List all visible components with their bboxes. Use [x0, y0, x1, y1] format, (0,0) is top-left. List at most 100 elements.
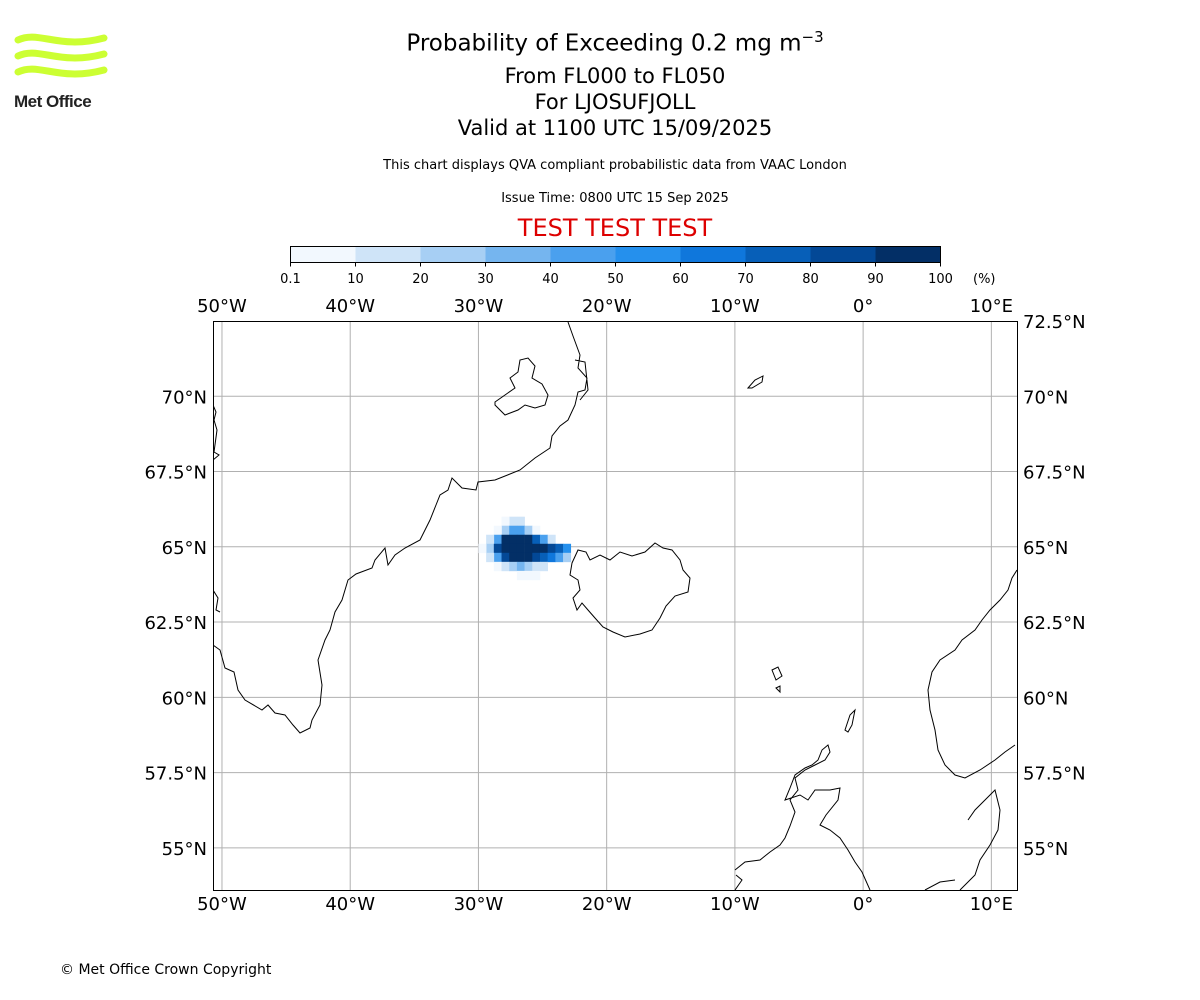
probability-cell — [547, 552, 556, 563]
met-office-logo-text: Met Office — [14, 92, 92, 111]
probability-cell — [524, 561, 533, 572]
latitude-label: 55°N — [162, 839, 207, 860]
valid-time-line: Valid at 1100 UTC 15/09/2025 — [457, 116, 773, 140]
probability-cell — [509, 561, 518, 572]
colorbar-tick-label: 30 — [477, 272, 494, 287]
latitude-label: 65°N — [1023, 538, 1068, 559]
probability-cell — [486, 543, 495, 554]
probability-cell — [493, 534, 502, 545]
latitude-label: 62.5°N — [1023, 613, 1086, 634]
probability-cell — [539, 561, 548, 572]
issue-time: Issue Time: 0800 UTC 15 Sep 2025 — [501, 191, 729, 206]
latitude-label: 62.5°N — [144, 613, 207, 634]
colorbar-tick-label: 20 — [412, 272, 429, 287]
coastline-iceland — [569, 542, 691, 638]
colorbar-cells — [290, 246, 941, 263]
colorbar-tick-label: 50 — [607, 272, 624, 287]
longitude-label: 30°W — [454, 894, 504, 915]
longitude-label: 50°W — [197, 296, 247, 317]
probability-cell — [509, 534, 518, 545]
coastline-scotland — [734, 744, 871, 890]
probability-cell — [516, 534, 525, 545]
latitude-label: 57.5°N — [1023, 764, 1086, 785]
met-office-logo-icon — [14, 33, 108, 78]
flight-level-line: From FL000 to FL050 — [504, 64, 726, 88]
probability-cell — [532, 534, 541, 545]
longitude-label: 10°E — [970, 296, 1013, 317]
colorbar-cell — [615, 246, 681, 263]
colorbar-tick-label: 60 — [672, 272, 689, 287]
latitude-label: 60°N — [1023, 688, 1068, 709]
latitude-label: 70°N — [162, 387, 207, 408]
probability-cell — [501, 561, 510, 572]
longitude-label: 30°W — [454, 296, 504, 317]
probability-cells — [478, 516, 572, 581]
colorbar-cell — [290, 246, 356, 263]
longitude-label: 0° — [853, 894, 873, 915]
map-frame — [213, 321, 1018, 891]
probability-cell — [516, 543, 525, 554]
colorbar-tick-label: 100 — [928, 272, 953, 287]
longitude-label: 10°W — [710, 894, 760, 915]
probability-cell — [547, 543, 556, 554]
probability-cell — [524, 570, 533, 581]
coastline-faroes — [771, 666, 783, 694]
probability-cell — [563, 552, 572, 563]
latitude-label: 67.5°N — [144, 463, 207, 484]
probability-cell — [493, 525, 502, 536]
probability-cell — [516, 561, 525, 572]
longitude-label: 40°W — [325, 894, 375, 915]
latitude-label: 67.5°N — [1023, 463, 1086, 484]
probability-cell — [539, 543, 548, 554]
probability-cell — [501, 516, 510, 527]
probability-cell — [532, 570, 541, 581]
longitude-label: 20°W — [582, 296, 632, 317]
longitude-label: 50°W — [197, 894, 247, 915]
coastline-greenland — [213, 321, 589, 734]
probability-cell — [516, 516, 525, 527]
latitude-label: 60°N — [162, 688, 207, 709]
qva-note: This chart displays QVA compliant probab… — [383, 158, 847, 173]
longitude-label: 0° — [853, 296, 873, 317]
probability-cell — [547, 534, 556, 545]
colorbar-cell — [420, 246, 486, 263]
probability-cell — [532, 552, 541, 563]
chart-title-exponent: −3 — [801, 28, 824, 46]
probability-cell — [516, 525, 525, 536]
colorbar-tick-label: 70 — [737, 272, 754, 287]
latitude-label: 70°N — [1023, 387, 1068, 408]
probability-cell — [524, 525, 533, 536]
coastline-scandinavia — [924, 569, 1017, 890]
colorbar-cell — [810, 246, 876, 263]
probability-cell — [524, 543, 533, 554]
colorbar-cell — [485, 246, 551, 263]
probability-cell — [524, 534, 533, 545]
probability-cell — [509, 543, 518, 554]
longitude-labels-top: 50°W 40°W 30°W 20°W 10°W 0° 10°E — [197, 296, 1013, 317]
colorbar-cell — [680, 246, 746, 263]
probability-cell — [493, 552, 502, 563]
probability-cell — [516, 570, 525, 581]
colorbar-cell — [355, 246, 421, 263]
copyright: © Met Office Crown Copyright — [60, 962, 272, 978]
probability-cell — [501, 543, 510, 554]
chart-title: Probability of Exceeding 0.2 mg m−3 — [0, 28, 1200, 57]
colorbar-ticks: 0.1 10 20 30 40 50 60 70 80 90 100 — [280, 262, 953, 287]
test-banner: TEST TEST TEST — [517, 214, 713, 242]
probability-cell — [539, 552, 548, 563]
colorbar-tick-label: 40 — [542, 272, 559, 287]
map-gridlines — [213, 321, 1017, 890]
probability-cell — [555, 552, 564, 563]
probability-cell — [532, 543, 541, 554]
probability-cell — [501, 552, 510, 563]
probability-cell — [555, 543, 564, 554]
probability-cell — [509, 552, 518, 563]
latitude-labels-left: 55°N 57.5°N 60°N 62.5°N 65°N 67.5°N 70°N — [144, 387, 207, 860]
probability-cell — [509, 525, 518, 536]
probability-cell — [532, 525, 541, 536]
probability-cell — [486, 552, 495, 563]
probability-cell — [539, 534, 548, 545]
latitude-label: 57.5°N — [144, 764, 207, 785]
longitude-label: 10°E — [970, 894, 1013, 915]
